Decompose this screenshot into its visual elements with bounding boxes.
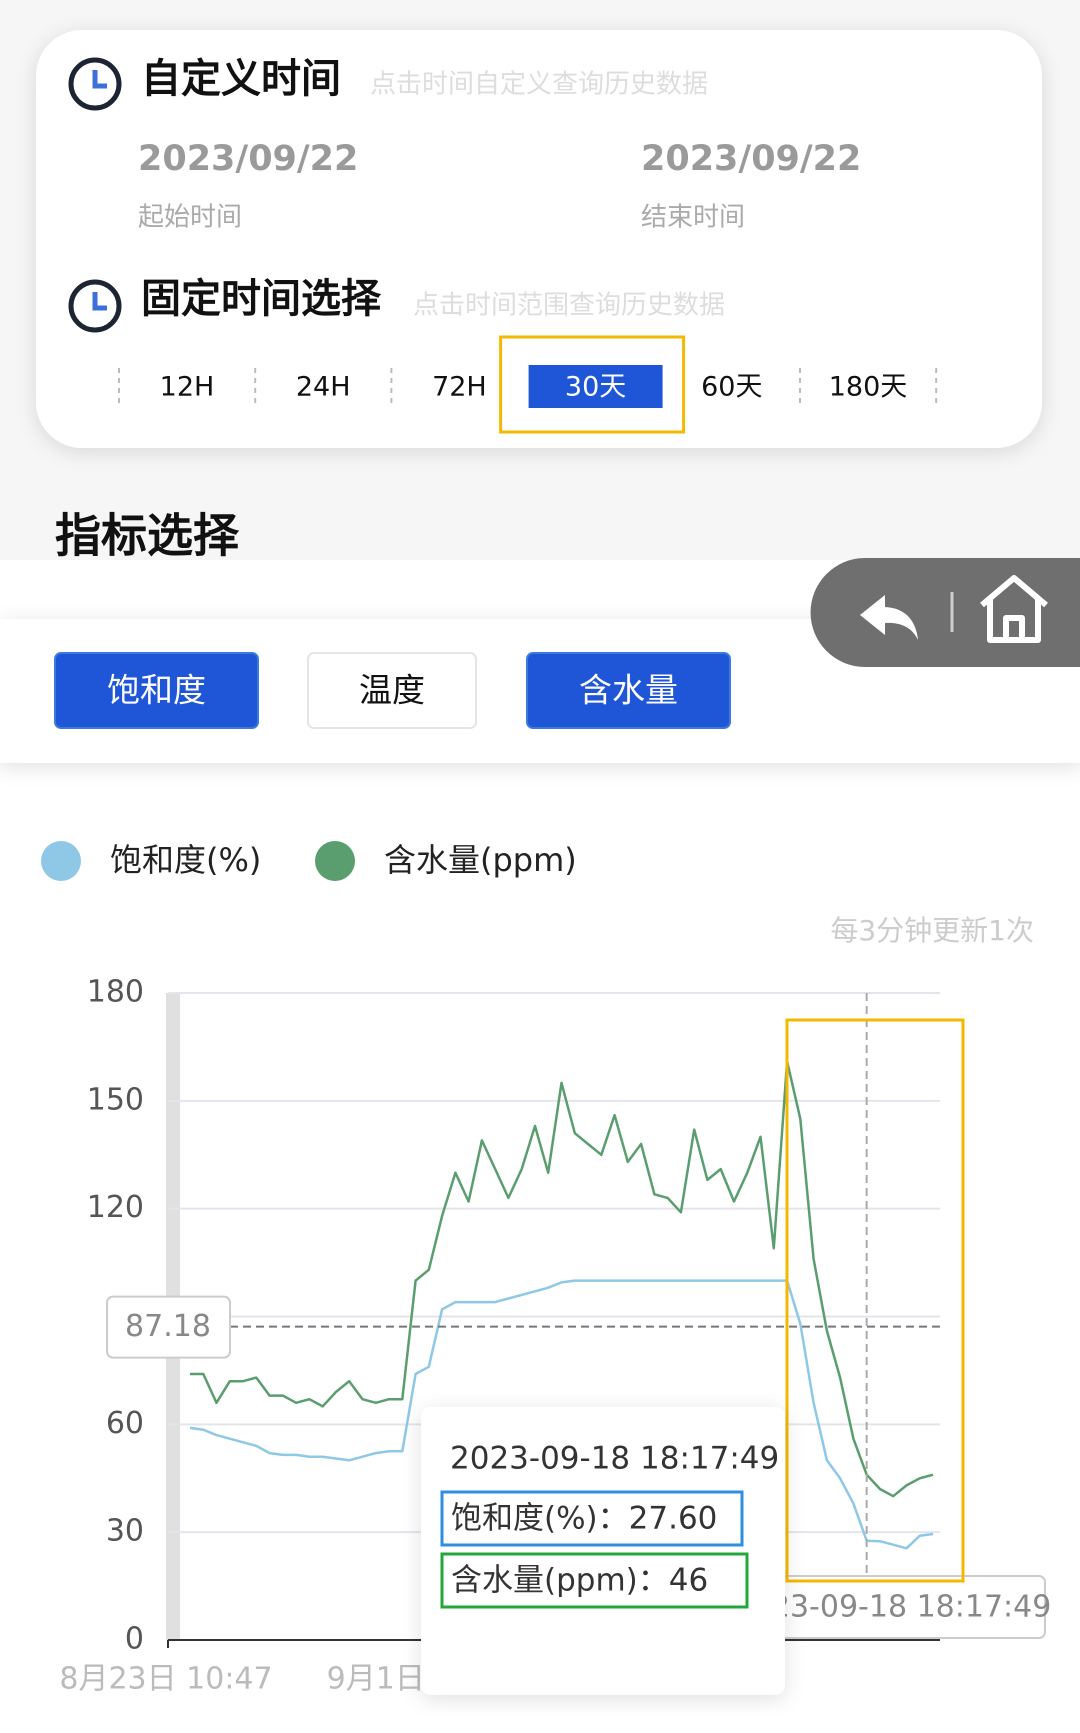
indicator-button[interactable] [54, 652, 259, 729]
x-tick-label: 8月23日 10:47 [59, 1662, 272, 1697]
time-card [36, 30, 1042, 448]
series-line [189, 1279, 934, 1550]
end-label: 结束时间 [641, 203, 745, 233]
legend-marker [315, 841, 355, 881]
indicator-button[interactable] [307, 652, 477, 729]
y-tick-label: 150 [87, 1082, 144, 1117]
hint: 点击时间范围查询历史数据 [413, 291, 725, 321]
indicator-label[interactable]: 含水量 [579, 671, 678, 710]
tooltip-title: 2023-09-18 18:17:49 [450, 1441, 779, 1477]
start-date[interactable]: 2023/09/22 [138, 139, 358, 179]
selected-bg [528, 365, 663, 408]
selected-outline [499, 335, 686, 434]
section-title: 固定时间选择 [141, 276, 382, 322]
range-option[interactable]: 24H [296, 372, 351, 403]
legend-marker [41, 841, 81, 881]
range-option[interactable]: 72H [432, 372, 487, 403]
tooltip [421, 1407, 785, 1695]
range-option[interactable]: 30天 [565, 372, 626, 403]
clock-icon [68, 57, 122, 111]
home-icon[interactable] [980, 575, 1048, 643]
range-option[interactable]: 60天 [701, 372, 762, 403]
y-tick-label: 30 [106, 1514, 144, 1549]
hint: 点击时间自定义查询历史数据 [370, 70, 708, 100]
chart: 饱和度(%)含水量(ppm)每3分钟更新1次03060901201501808月… [41, 841, 1051, 1697]
tooltip-row-outline [440, 1552, 749, 1609]
range-option[interactable]: 180天 [829, 372, 908, 403]
indicator-button[interactable] [526, 652, 731, 729]
float-nav[interactable] [810, 558, 1080, 667]
legend-label[interactable]: 饱和度(%) [110, 841, 261, 879]
y-tick-label: 0 [125, 1622, 144, 1657]
y-tick-label: 120 [87, 1190, 144, 1225]
series-line [190, 1060, 934, 1498]
y-tick-label: 60 [106, 1406, 144, 1441]
range-option[interactable]: 12H [160, 372, 215, 403]
end-date[interactable]: 2023/09/22 [641, 139, 861, 179]
indicator-buttons: 饱和度 温度 含水量 [54, 652, 731, 729]
tooltip-row: 含水量(ppm)：46 [451, 1563, 708, 1599]
x-tick-label: 9月1日 [327, 1662, 425, 1697]
indicator-label[interactable]: 饱和度 [107, 671, 206, 710]
tooltip-row: 饱和度(%)：27.60 [451, 1501, 717, 1537]
start-label: 起始时间 [138, 203, 242, 233]
legend-label[interactable]: 含水量(ppm) [384, 841, 577, 879]
section-title: 指标选择 [55, 509, 240, 563]
y-pointer-label: 87.18 [125, 1309, 211, 1344]
y-tick-label: 180 [87, 975, 144, 1010]
clock-icon [68, 279, 122, 333]
x-pointer-label: 2023-09-18 18:17:49 [733, 1590, 1052, 1625]
chart-subtitle: 每3分钟更新1次 [830, 914, 1034, 947]
section-title: 自定义时间 [141, 56, 341, 102]
highlight-box [785, 1018, 965, 1583]
indicator-label[interactable]: 温度 [359, 671, 425, 710]
range-options: 12H 24H 72H 30天 60天 180天 [118, 335, 938, 434]
tooltip-row-outline [440, 1490, 744, 1547]
y-pointer-box [106, 1295, 231, 1359]
back-icon[interactable] [860, 595, 918, 640]
